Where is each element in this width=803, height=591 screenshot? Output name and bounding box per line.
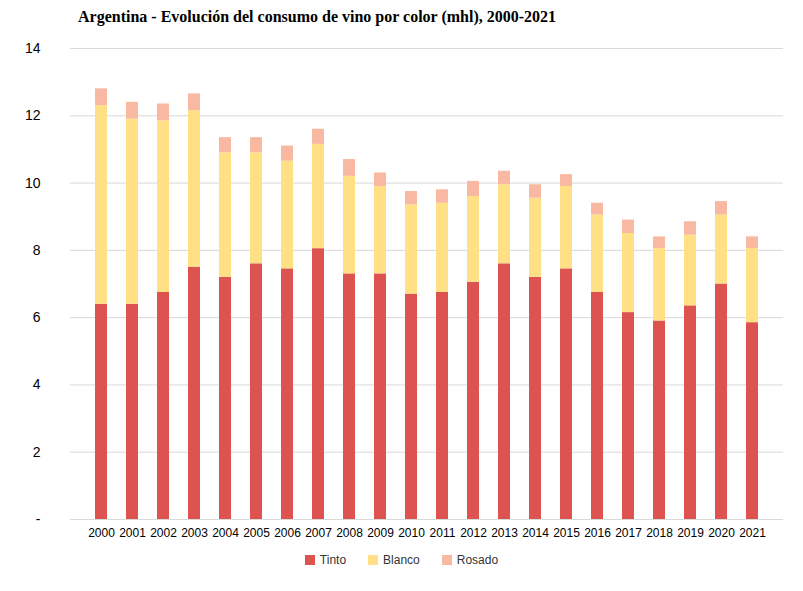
svg-text:2012: 2012	[460, 526, 487, 540]
svg-text:2020: 2020	[708, 526, 735, 540]
svg-text:2014: 2014	[522, 526, 549, 540]
svg-text:6: 6	[33, 309, 41, 325]
svg-text:2018: 2018	[646, 526, 673, 540]
svg-text:2005: 2005	[243, 526, 270, 540]
svg-text:2021: 2021	[739, 526, 766, 540]
html-text:Rosado: Rosado	[456, 553, 499, 567]
svg-text:8: 8	[33, 242, 41, 258]
svg-text:2016: 2016	[584, 526, 611, 540]
svg-text:2: 2	[33, 444, 41, 460]
svg-text:2007: 2007	[305, 526, 332, 540]
svg-text:2011: 2011	[430, 526, 456, 540]
svg-text:14: 14	[25, 40, 41, 56]
svg-text:2017: 2017	[615, 526, 642, 540]
svg-text:2008: 2008	[336, 526, 363, 540]
svg-text:2006: 2006	[274, 526, 301, 540]
html-text:Argentina - Evolución del cons: Argentina - Evolución del consumo de vin…	[78, 8, 557, 25]
svg-text:2001: 2001	[119, 526, 146, 540]
svg-text:2009: 2009	[367, 526, 394, 540]
svg-text:2015: 2015	[553, 526, 580, 540]
html-text:Tinto: Tinto	[319, 553, 347, 567]
svg-text:2010: 2010	[398, 526, 425, 540]
svg-text:10: 10	[25, 175, 41, 191]
svg-text:2019: 2019	[677, 526, 704, 540]
svg-text:2004: 2004	[212, 526, 239, 540]
svg-text:4: 4	[33, 376, 41, 392]
svg-text:-: -	[36, 511, 41, 527]
html-text:Blanco: Blanco	[383, 553, 420, 567]
svg-text:2003: 2003	[181, 526, 208, 540]
svg-text:12: 12	[25, 107, 41, 123]
svg-text:2002: 2002	[150, 526, 177, 540]
svg-text:2000: 2000	[88, 526, 115, 540]
svg-text:2013: 2013	[491, 526, 518, 540]
